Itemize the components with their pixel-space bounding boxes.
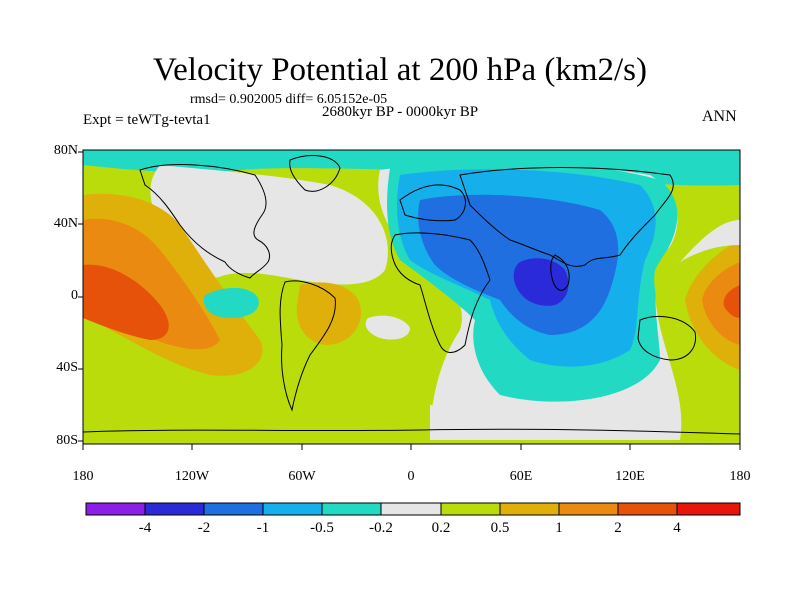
lat-label-0: 0 <box>71 288 78 303</box>
colorbar-label: 2 <box>614 520 622 536</box>
west-pacific-contour-1 <box>702 262 740 345</box>
colorbar-box-3 <box>262 502 323 516</box>
map-title: Velocity Potential at 200 hPa (km2/s) <box>152 52 648 88</box>
pacific-contour-2 <box>83 264 169 340</box>
colorbar-label: 1 <box>555 520 563 536</box>
lon-label-0: 0 <box>407 469 415 484</box>
colorbar-label: -1 <box>256 520 270 536</box>
period-label: 2680kyr BP - 0000kyr BP <box>322 104 479 120</box>
south-atlantic-neutral-blob <box>365 315 410 340</box>
lon-label-60w: 60W <box>288 469 316 484</box>
colorbar-box-2 <box>203 502 264 516</box>
axis-ticks <box>78 151 741 450</box>
coast-africa <box>390 232 491 353</box>
coast-south-america <box>279 280 336 412</box>
coast-greenland <box>289 155 341 192</box>
colorbar-box-6 <box>440 502 501 516</box>
coastlines <box>83 155 740 435</box>
colorbar-label: -4 <box>138 520 152 536</box>
colorbar-label: -0.5 <box>310 520 334 536</box>
coast-australia <box>637 315 697 361</box>
coast-north-america <box>139 164 271 279</box>
coast-europe <box>399 184 466 222</box>
colorbar-box-4 <box>321 502 382 516</box>
lat-label-40s: 40S <box>56 360 78 375</box>
colorbar-box-1 <box>144 502 205 516</box>
colorbar-box-0 <box>85 502 146 516</box>
amazon-contour-0.5 <box>296 282 361 345</box>
contour-field <box>83 150 740 444</box>
colorbar-label: 0.5 <box>490 520 510 536</box>
colorbar-label: 4 <box>673 520 681 536</box>
colorbar-label: 0.2 <box>431 520 451 536</box>
colorbar-label: -2 <box>197 520 211 536</box>
colorbar-box-8 <box>558 502 619 516</box>
experiment-label: Expt = teWTg-tevta1 <box>83 112 211 128</box>
contour-minus-2 <box>513 258 569 306</box>
lat-label-80n: 80N <box>53 143 78 158</box>
colorbar-box-7 <box>499 502 560 516</box>
colorbar-box-9 <box>617 502 678 516</box>
west-pacific-contour-2 <box>723 285 740 318</box>
southern-ocean-neutral <box>430 405 680 440</box>
lon-label-180e: 180 <box>729 469 751 484</box>
lon-label-60e: 60E <box>509 469 533 484</box>
coast-asia <box>459 167 674 267</box>
colorbar-box-10 <box>676 502 741 516</box>
season-label: ANN <box>702 108 737 125</box>
colorbar-label: -0.2 <box>369 520 393 536</box>
west-pacific-neutral <box>680 220 740 262</box>
coast-india <box>550 254 570 291</box>
lat-label-80s: 80S <box>56 433 78 448</box>
east-pacific-negative-blob <box>203 287 259 318</box>
coast-antarctica <box>83 428 740 435</box>
colorbar-box-5 <box>380 502 442 516</box>
statistics-text: rmsd= 0.902005 diff= 6.05152e-05 <box>190 92 388 107</box>
colorbar <box>85 502 741 516</box>
lat-label-40n: 40N <box>53 216 78 231</box>
lon-label-180w: 180 <box>72 469 94 484</box>
neutral-region-americas <box>150 165 388 285</box>
lon-label-120e: 120E <box>615 469 645 484</box>
lon-label-120w: 120W <box>174 469 210 484</box>
